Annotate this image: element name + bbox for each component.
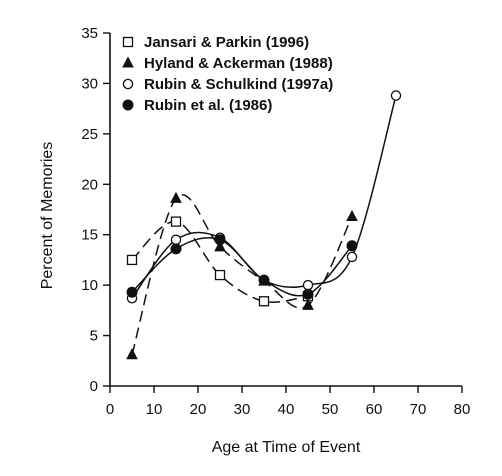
data-point <box>258 274 270 286</box>
data-point <box>302 288 314 300</box>
x-tick-label: 0 <box>106 401 114 418</box>
data-points <box>126 90 402 360</box>
legend-marker <box>122 56 134 68</box>
y-axis-title: Percent of Memories <box>39 142 56 290</box>
legend: Jansari & Parkin (1996) Hyland & Ackerman… <box>122 34 333 114</box>
x-tick-label: 50 <box>322 401 339 418</box>
y-tick-label: 5 <box>90 328 98 345</box>
legend-label: Jansari & Parkin (1996) <box>144 34 309 51</box>
legend-marker <box>122 99 134 111</box>
legend-marker <box>122 36 134 48</box>
data-point <box>170 243 182 255</box>
y-tick-label: 15 <box>81 227 98 244</box>
y-tick-label: 25 <box>81 126 98 143</box>
x-axis-ticks: 0 10 20 30 40 50 60 70 80 <box>106 386 471 418</box>
data-point <box>126 254 138 266</box>
legend-label: Rubin et al. (1986) <box>144 97 272 114</box>
y-tick-label: 30 <box>81 75 98 92</box>
series-line-1 <box>131 220 309 303</box>
legend-label: Rubin & Schulkind (1997a) <box>144 76 333 93</box>
data-point <box>346 240 358 252</box>
data-point <box>390 90 402 101</box>
y-tick-label: 35 <box>81 25 98 42</box>
x-tick-label: 70 <box>410 401 427 418</box>
y-tick-label: 20 <box>81 176 98 193</box>
x-tick-label: 30 <box>234 401 251 418</box>
data-point <box>346 209 358 222</box>
series-line-2 <box>131 194 353 355</box>
data-point <box>346 251 358 263</box>
data-point <box>302 298 314 310</box>
data-point <box>258 296 270 307</box>
data-point <box>302 279 314 291</box>
y-axis-ticks: 0 5 10 15 20 25 30 35 <box>81 25 110 395</box>
data-point <box>170 216 182 227</box>
x-axis-title: Age at Time of Event <box>212 439 361 456</box>
data-point <box>214 240 226 252</box>
x-tick-label: 20 <box>190 401 207 418</box>
y-tick-label: 10 <box>81 277 98 294</box>
data-point <box>170 191 182 203</box>
x-tick-label: 40 <box>278 401 295 418</box>
x-tick-label: 80 <box>454 401 471 418</box>
y-tick-label: 0 <box>90 378 98 395</box>
series-line-4 <box>131 236 353 297</box>
data-point <box>126 348 138 360</box>
legend-marker <box>122 78 134 90</box>
data-point <box>214 234 226 246</box>
data-point <box>170 234 182 246</box>
x-tick-label: 60 <box>366 401 383 418</box>
legend-label: Hyland & Ackerman (1988) <box>144 55 333 72</box>
axes: 0 5 10 15 20 25 30 35 0 10 20 30 40 50 60 70 80 <box>81 25 470 418</box>
series-line-3 <box>131 95 397 299</box>
data-point <box>126 286 138 298</box>
data-point <box>214 269 226 281</box>
x-tick-label: 10 <box>146 401 163 418</box>
